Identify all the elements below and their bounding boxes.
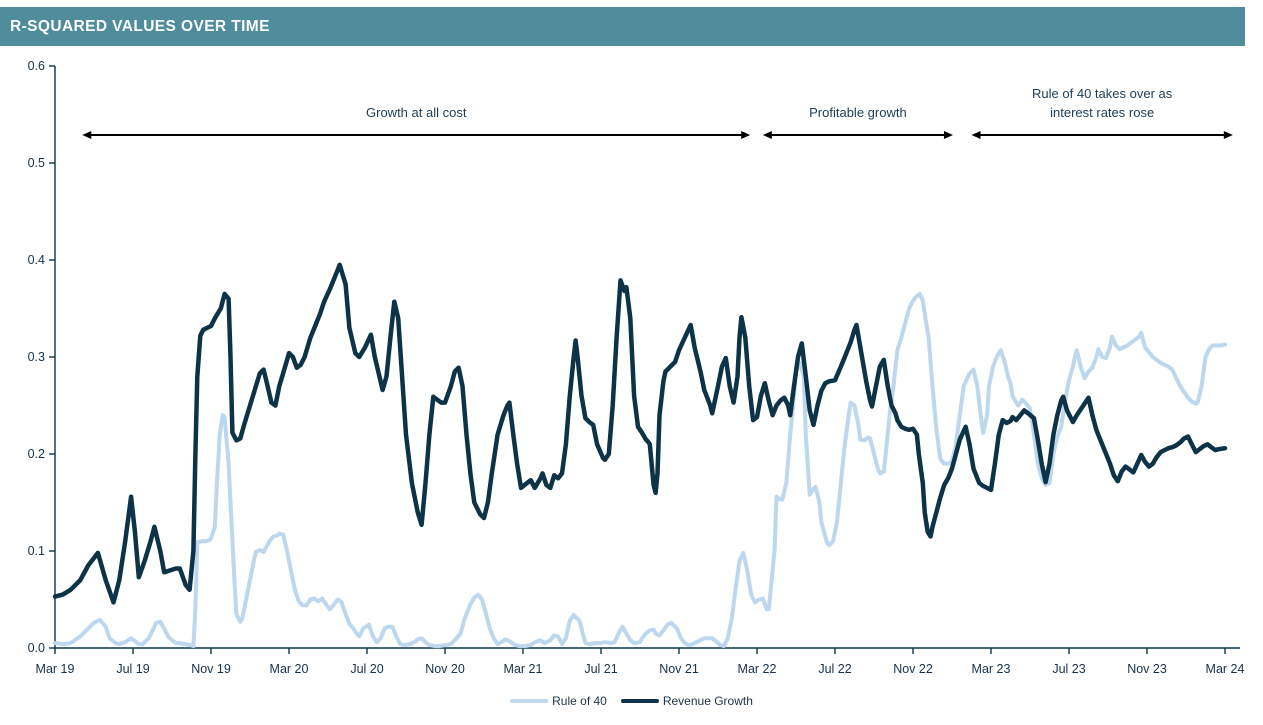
y-axis-label: 0.0 bbox=[28, 641, 45, 655]
y-axis-label: 0.3 bbox=[28, 350, 45, 364]
header-bar: R-SQUARED VALUES OVER TIME bbox=[0, 7, 1245, 46]
arrow-left-icon bbox=[971, 131, 981, 139]
series-path-revenue-growth bbox=[52, 262, 1228, 605]
x-axis-label: Nov 21 bbox=[659, 662, 699, 676]
x-axis-label: Jul 20 bbox=[350, 662, 383, 676]
legend-swatch-rule-of-40 bbox=[510, 699, 549, 703]
y-axis-label: 0.5 bbox=[28, 156, 45, 170]
x-axis-label: Nov 23 bbox=[1127, 662, 1167, 676]
x-axis-label: Jul 23 bbox=[1052, 662, 1085, 676]
legend-label-rule-of-40: Rule of 40 bbox=[552, 694, 607, 708]
y-axis-label: 0.2 bbox=[28, 447, 45, 461]
y-axis-label: 0.1 bbox=[28, 544, 45, 558]
legend-swatch-revenue-growth bbox=[620, 699, 659, 703]
x-axis-label: Jul 19 bbox=[116, 662, 149, 676]
annotation-label: Profitable growth bbox=[809, 105, 907, 120]
x-axis-label: Mar 23 bbox=[972, 662, 1011, 676]
x-axis-label: Mar 20 bbox=[270, 662, 309, 676]
arrow-left-icon bbox=[762, 131, 772, 139]
page-title: R-SQUARED VALUES OVER TIME bbox=[10, 17, 270, 35]
legend-item-revenue-growth: Revenue Growth bbox=[620, 694, 753, 708]
arrow-right-icon bbox=[943, 131, 953, 139]
x-axis-label: Nov 19 bbox=[191, 662, 231, 676]
x-axis-label: Jul 21 bbox=[584, 662, 617, 676]
x-axis-label: Mar 19 bbox=[36, 662, 75, 676]
series-path-rule-of-40 bbox=[53, 291, 1227, 649]
arrow-right-icon bbox=[1223, 131, 1233, 139]
annotation-label: Growth at all cost bbox=[366, 105, 467, 120]
x-axis-label: Mar 24 bbox=[1206, 662, 1245, 676]
x-axis-label: Nov 22 bbox=[893, 662, 933, 676]
legend-item-rule-of-40: Rule of 40 bbox=[510, 694, 607, 708]
legend-label-revenue-growth: Revenue Growth bbox=[662, 694, 753, 708]
arrow-left-icon bbox=[82, 131, 92, 139]
annotation-label: Rule of 40 takes over as interest rates r… bbox=[1032, 86, 1173, 120]
arrow-right-icon bbox=[741, 131, 751, 139]
y-axis-label: 0.4 bbox=[28, 253, 45, 267]
legend: Rule of 40 Revenue Growth bbox=[0, 694, 1263, 708]
x-axis-label: Mar 21 bbox=[504, 662, 543, 676]
y-axis-label: 0.6 bbox=[28, 59, 45, 73]
x-axis-label: Jul 22 bbox=[818, 662, 851, 676]
x-axis-label: Nov 20 bbox=[425, 662, 465, 676]
x-axis-label: Mar 22 bbox=[738, 662, 777, 676]
